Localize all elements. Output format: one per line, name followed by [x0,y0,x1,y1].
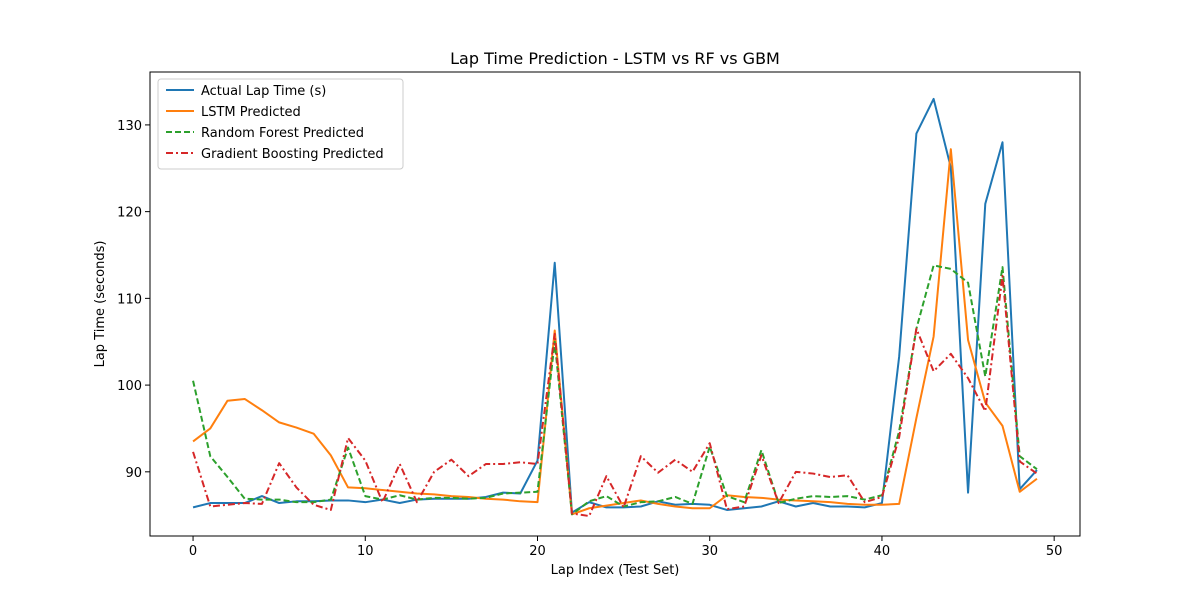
y-tick-label: 120 [117,206,142,221]
x-tick-label: 10 [357,544,374,559]
chart-title: Lap Time Prediction - LSTM vs RF vs GBM [450,49,780,68]
x-tick-label: 50 [1046,544,1063,559]
y-tick-label: 90 [125,466,142,481]
x-tick-label: 20 [529,544,546,559]
y-tick-label: 100 [117,379,142,394]
series-line-4 [192,274,1038,518]
x-tick-label: 40 [874,544,891,559]
y-axis-label: Lap Time (seconds) [93,241,108,368]
series-line-2 [192,148,1038,516]
y-tick-label: 130 [117,119,142,134]
x-axis: 0 10 20 30 40 50 [189,536,1063,559]
legend: Actual Lap Time (s) LSTM Predicted Random … [157,78,404,170]
legend-box [157,78,404,170]
legend-label-1: Actual Lap Time (s) [201,84,326,99]
x-axis-label: Lap Index (Test Set) [551,563,680,578]
x-tick-label: 0 [189,544,197,559]
y-tick-label: 110 [117,292,142,307]
legend-label-4: Gradient Boosting Predicted [201,147,384,162]
y-axis: 90 100 110 120 130 [117,119,150,481]
legend-label-2: LSTM Predicted [201,105,301,120]
legend-label-3: Random Forest Predicted [201,126,364,141]
x-tick-label: 30 [701,544,718,559]
plot-frame [149,71,1081,537]
series-layer [192,97,1038,518]
series-line-3 [192,264,1038,516]
